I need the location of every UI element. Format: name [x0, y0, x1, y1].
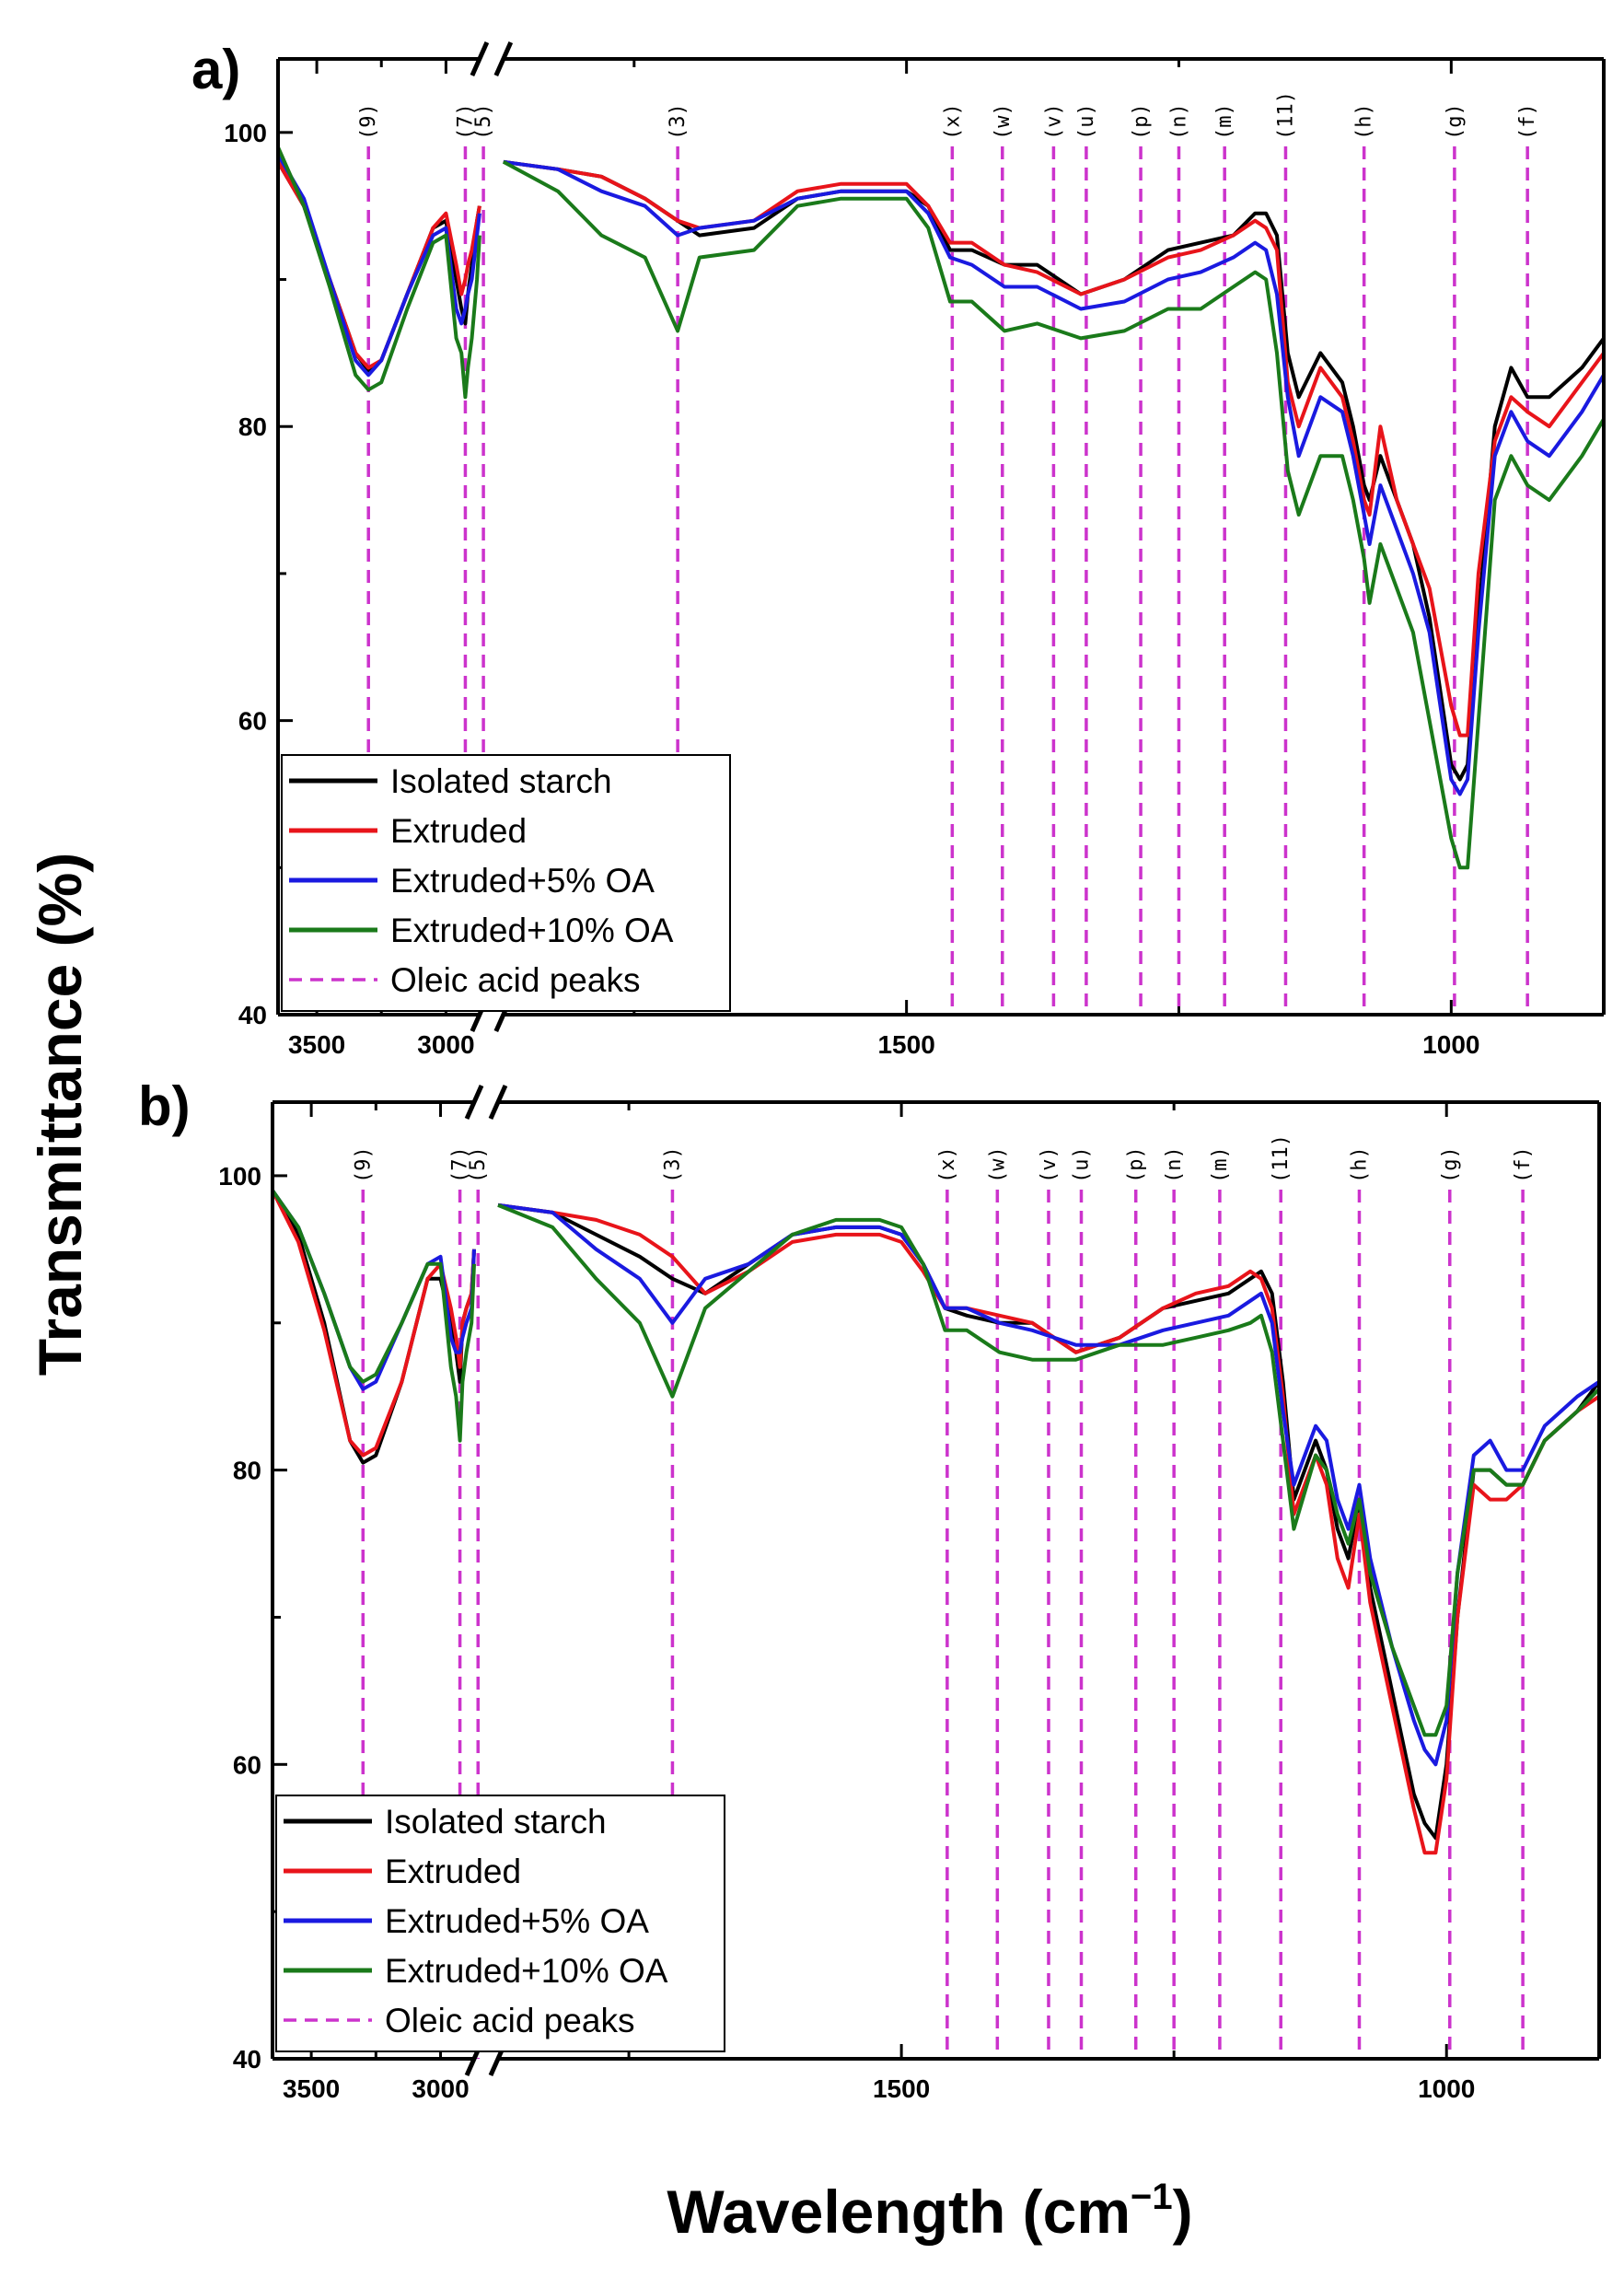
legend-box: [281, 754, 731, 1012]
axis-break-mark: [493, 41, 514, 77]
y-tick-label: 60: [238, 707, 267, 736]
axis-break-mark: [488, 1084, 508, 1121]
series-line: [273, 1189, 476, 1465]
x-tick-label: 1500: [877, 1030, 934, 1059]
axis-break-mark: [470, 41, 490, 77]
peak-label: (g): [1439, 1146, 1462, 1183]
legend-label: Extruded+5% OA: [385, 1902, 649, 1940]
peak-label: (m): [1213, 103, 1236, 140]
peak-label: (x): [936, 1146, 959, 1183]
x-tick-label: 1500: [873, 2074, 930, 2103]
x-axis-title: Wavelength (cm−1): [667, 2177, 1192, 2246]
legend-label: Extruded+5% OA: [390, 862, 655, 900]
series-line: [278, 145, 481, 400]
peak-label: (5): [467, 1146, 490, 1183]
x-tick-label: 3000: [412, 2074, 469, 2103]
series-group: [273, 1189, 1599, 1855]
series-line: [497, 1203, 1599, 1737]
y-tick-label: 100: [224, 119, 267, 147]
series-line: [273, 1189, 476, 1443]
y-tick-label: 80: [233, 1457, 261, 1485]
series-group: [278, 145, 1604, 870]
peak-label: (5): [472, 103, 495, 140]
peak-label: (11): [1274, 91, 1297, 140]
legend-label: Extruded: [390, 812, 527, 850]
peak-label: (v): [1042, 103, 1065, 140]
peak-label: (7): [449, 1146, 472, 1183]
panel-a-chart: a) (9) (7)(5) (3) (x) (w) (v) (u) (p) (n) (m) (11) (…: [191, 39, 1606, 1059]
x-tick-label: 3000: [417, 1030, 474, 1059]
peak-label: (u): [1075, 103, 1098, 140]
x-tick-label: 1000: [1422, 1030, 1479, 1059]
axis-break-mark: [464, 1084, 484, 1121]
panel-label: a): [191, 39, 240, 100]
peak-label: (h): [1353, 103, 1376, 140]
legend-label: Isolated starch: [385, 1803, 607, 1841]
x-tick-label: 1000: [1418, 2074, 1475, 2103]
y-tick-label: 60: [233, 1750, 261, 1779]
peak-label: (f): [1516, 103, 1539, 140]
peak-label: (3): [661, 1146, 684, 1183]
x-axis-title-main: Wavelength (cm: [667, 2178, 1131, 2246]
series-line: [503, 159, 1604, 796]
peak-label: (3): [667, 103, 690, 140]
y-axis-title: Transmittance (%): [26, 853, 94, 1376]
y-tick-label: 40: [233, 2045, 261, 2074]
peak-label: (w): [992, 103, 1015, 140]
y-tick-label: 80: [238, 412, 267, 441]
peak-label: (m): [1209, 1146, 1232, 1183]
series-line: [502, 160, 1604, 870]
y-tick-label: 40: [238, 1001, 267, 1029]
peak-label: (p): [1125, 1146, 1148, 1183]
x-tick-label: 3500: [283, 2074, 340, 2103]
peak-label: (w): [986, 1146, 1009, 1183]
peak-label: (7): [454, 103, 477, 140]
legend-label: Isolated starch: [390, 762, 612, 800]
panel-b-chart: b) (9) (7)(5) (3) (x) (w) (v) (u) (p) (n) (m) (11) (…: [138, 1075, 1601, 2103]
legend-label: Extruded: [385, 1853, 521, 1890]
peak-label: (n): [1167, 103, 1190, 140]
legend-box: [275, 1795, 725, 2052]
peak-label: (9): [357, 103, 380, 140]
x-axis-title-close: ): [1173, 2178, 1193, 2246]
legend-label: Extruded+10% OA: [390, 912, 674, 949]
peak-label: (f): [1512, 1146, 1535, 1183]
x-tick-label: 3500: [288, 1030, 345, 1059]
panel-label: b): [138, 1075, 191, 1137]
peak-label: (p): [1130, 103, 1153, 140]
peak-label: (9): [352, 1146, 375, 1183]
y-tick-label: 100: [218, 1162, 261, 1191]
series-line: [497, 1202, 1599, 1855]
series-line: [273, 1190, 476, 1458]
x-axis-title-superscript: −1: [1131, 2177, 1173, 2217]
peak-label: (v): [1038, 1146, 1061, 1183]
peak-label: (g): [1444, 103, 1467, 140]
series-line: [503, 159, 1604, 738]
peak-label: (u): [1071, 1146, 1094, 1183]
legend-label: Oleic acid peaks: [390, 961, 640, 999]
legend-label: Extruded+10% OA: [385, 1952, 668, 1990]
legend-label: Oleic acid peaks: [385, 2002, 634, 2039]
peak-label: (n): [1163, 1146, 1186, 1183]
peak-label: (h): [1348, 1146, 1371, 1183]
peak-label: (11): [1270, 1134, 1293, 1183]
series-line: [278, 153, 481, 378]
peak-label: (x): [941, 103, 964, 140]
